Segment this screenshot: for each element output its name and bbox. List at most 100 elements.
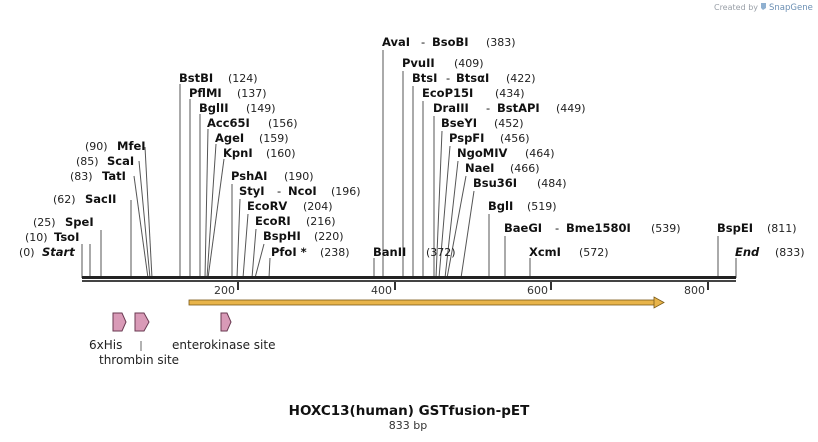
site-label-spei[interactable]: SpeI — [65, 215, 94, 229]
site-separator: - — [421, 35, 425, 49]
sequence-backbone[interactable] — [82, 276, 736, 282]
site-pos: (159) — [259, 132, 289, 145]
start-label: Start — [42, 245, 75, 259]
site-pos: (484) — [537, 177, 567, 190]
site-pos: (149) — [246, 102, 276, 115]
credit-prefix: Created by — [714, 3, 758, 12]
site-pos: (422) — [506, 72, 536, 85]
site-pos: (466) — [510, 162, 540, 175]
site-label-bstapi[interactable]: BstAPI — [497, 101, 540, 115]
site-pos: (62) — [53, 193, 76, 206]
site-label-baegi[interactable]: BaeGI — [504, 221, 542, 235]
feature-label-enterokinase: enterokinase site — [172, 338, 275, 352]
site-label-avai[interactable]: AvaI — [382, 35, 410, 49]
site-label-btsi[interactable]: BtsI — [412, 71, 437, 85]
site-label-ecop15i[interactable]: EcoP15I — [422, 86, 473, 100]
start-position: (0) — [19, 246, 35, 259]
feature-thrombin-site[interactable] — [134, 312, 150, 332]
site-line-bsu36i — [460, 190, 475, 279]
site-label-agei[interactable]: AgeI — [215, 131, 244, 145]
site-line-tati — [133, 175, 149, 279]
site-label-acc65i[interactable]: Acc65I — [207, 116, 250, 130]
site-line-pspfi — [438, 145, 451, 279]
site-pos: (464) — [525, 147, 555, 160]
site-pos: (220) — [314, 230, 344, 243]
site-label-draiii[interactable]: DraIII — [433, 101, 469, 115]
site-line-ecorv — [242, 213, 249, 279]
site-pos: (434) — [495, 87, 525, 100]
site-label-bme1580i[interactable]: Bme1580I — [566, 221, 631, 235]
site-line-naei — [446, 175, 467, 279]
feature-label-thrombin: thrombin site — [99, 353, 179, 367]
site-line-bsphi — [254, 243, 265, 279]
site-pos: (539) — [651, 222, 681, 235]
site-label-bseyi[interactable]: BseYI — [441, 116, 477, 130]
site-labels: (0) Start (10) TsoI (25) SpeI (62) SacII… — [19, 35, 805, 259]
site-label-kpni[interactable]: KpnI — [223, 146, 253, 160]
site-label-tsoi[interactable]: TsoI — [54, 230, 79, 244]
site-label-naei[interactable]: NaeI — [465, 161, 494, 175]
site-pos: (124) — [228, 72, 258, 85]
tick-label: 600 — [527, 284, 548, 297]
site-pos: (160) — [266, 147, 296, 160]
site-label-tati[interactable]: TatI — [102, 169, 126, 183]
tick-label: 200 — [214, 284, 235, 297]
snapgene-logo-icon — [761, 3, 766, 10]
site-pos: (372) — [426, 246, 456, 259]
site-separator: - — [277, 184, 281, 198]
feature-enterokinase-site[interactable] — [220, 312, 232, 332]
feature-6xhis[interactable] — [112, 312, 127, 332]
site-pos: (519) — [527, 200, 557, 213]
map-title: HOXC13(human) GSTfusion-pET — [289, 403, 530, 419]
site-pos: (190) — [284, 170, 314, 183]
site-label-ngomiv[interactable]: NgoMIV — [457, 146, 507, 160]
site-pos: (811) — [767, 222, 797, 235]
site-pos: (409) — [454, 57, 484, 70]
site-label-sacii[interactable]: SacII — [85, 192, 116, 206]
site-label-bsu36i[interactable]: Bsu36I — [473, 176, 517, 190]
site-label-bsobi[interactable]: BsoBI — [432, 35, 469, 49]
site-label-pflmi[interactable]: PflMI — [189, 86, 222, 100]
site-label-pshai[interactable]: PshAI — [231, 169, 267, 183]
map-length: 833 bp — [389, 419, 427, 432]
feature-label-6xhis: 6xHis — [89, 338, 122, 352]
site-pos: (449) — [556, 102, 586, 115]
site-pos: (216) — [306, 215, 336, 228]
site-pos: (204) — [303, 200, 333, 213]
site-label-ncoi[interactable]: NcoI — [288, 184, 317, 198]
site-label-scai[interactable]: ScaI — [107, 154, 134, 168]
tick-label: 800 — [684, 284, 705, 297]
site-pos: (25) — [33, 216, 56, 229]
site-label-ecorv[interactable]: EcoRV — [247, 199, 287, 213]
site-label-bspei[interactable]: BspEI — [717, 221, 753, 235]
tick-label: 400 — [371, 284, 392, 297]
site-label-bglii[interactable]: BglII — [199, 101, 229, 115]
site-label-ecori[interactable]: EcoRI — [255, 214, 291, 228]
site-pos: (452) — [494, 117, 524, 130]
site-label-pvuii[interactable]: PvuII — [402, 56, 435, 70]
site-label-banii[interactable]: BanII — [373, 245, 406, 259]
site-label-bstbi[interactable]: BstBI — [179, 71, 213, 85]
site-separator: - — [555, 221, 559, 235]
site-line-scai — [138, 160, 151, 279]
site-label-pspfi[interactable]: PspFI — [449, 131, 484, 145]
site-label-btsai[interactable]: BtsαI — [456, 71, 489, 85]
site-line-kpni — [207, 158, 225, 279]
site-line-pfoi — [268, 257, 271, 279]
site-label-bgli[interactable]: BglI — [488, 199, 513, 213]
site-pos: (196) — [331, 185, 361, 198]
site-line-acc65i — [204, 128, 209, 279]
site-label-bsphi[interactable]: BspHI — [263, 229, 301, 243]
credit-brand: SnapGene — [769, 3, 813, 13]
end-label: End — [735, 245, 760, 259]
site-pos: (90) — [85, 140, 108, 153]
site-line-bseyi — [435, 130, 443, 279]
site-pos: (238) — [320, 246, 350, 259]
orf-arrow[interactable] — [188, 296, 665, 309]
site-pos: (572) — [579, 246, 609, 259]
site-label-styi[interactable]: StyI — [239, 184, 265, 198]
site-label-mfei[interactable]: MfeI — [117, 139, 146, 153]
site-label-xcmi[interactable]: XcmI — [529, 245, 561, 259]
site-label-pfoi[interactable]: PfoI * — [271, 245, 307, 259]
